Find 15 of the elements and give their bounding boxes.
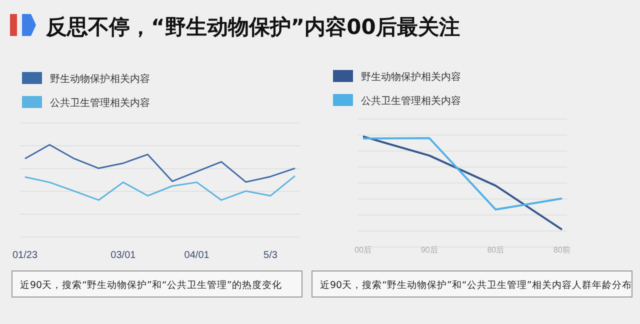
legend-label: 野生动物保护相关内容 [361, 71, 461, 83]
x-tick-label: 80前 [554, 246, 570, 255]
legend-label: 公共卫生管理相关内容 [50, 97, 150, 109]
legend-label: 公共卫生管理相关内容 [361, 95, 461, 107]
text: 近90天，搜索“野生动物保护”和“公共卫生管理”的热度变化 [20, 279, 282, 291]
x-tick-label: 04/01 [184, 250, 210, 262]
x-tick-label: 80后 [487, 246, 504, 255]
x-tick-label: 90后 [420, 246, 438, 255]
x-tick-label: 5/3 [264, 250, 278, 262]
chart-title: 反思不停，“野生动物保护”内容00后最关注 [45, 15, 460, 39]
text: 近90天，搜索“野生动物保护”和“公共卫生管理”相关内容人群年龄分布 [320, 279, 632, 291]
x-tick-label: 00后 [354, 246, 372, 255]
x-tick-label: 03/01 [110, 250, 136, 262]
legend-label: 野生动物保护相关内容 [50, 73, 150, 85]
x-tick-label: 01/23 [12, 250, 38, 262]
